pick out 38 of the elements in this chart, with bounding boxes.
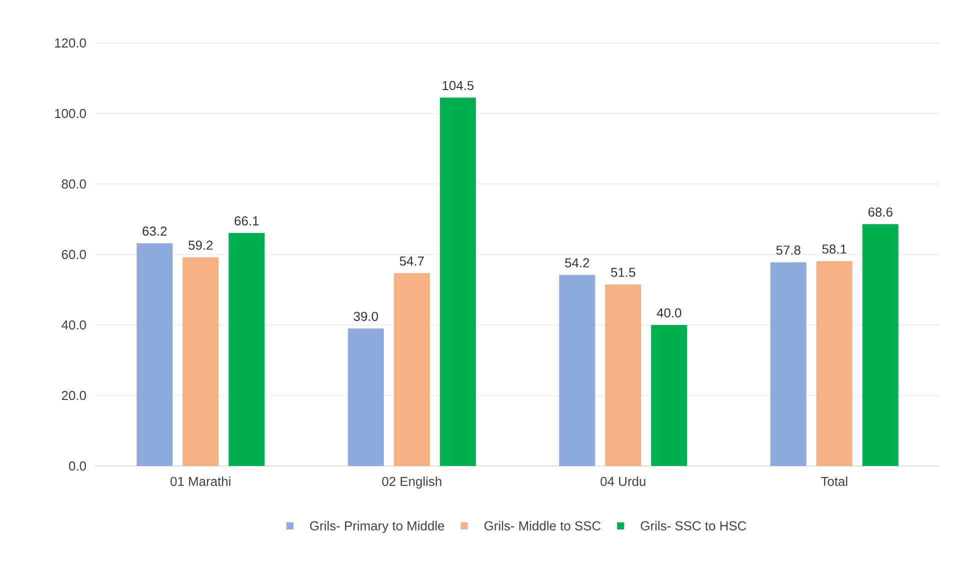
y-tick-label: 40.0 — [62, 320, 86, 330]
x-tick-label: 04 Urdu — [600, 476, 646, 486]
bar — [440, 98, 476, 466]
x-tick-label: 01 Marathi — [170, 476, 230, 486]
data-label: 68.6 — [868, 207, 892, 217]
data-label: 51.5 — [611, 268, 636, 277]
data-label: 54.2 — [565, 258, 590, 268]
bar — [816, 261, 852, 466]
bar — [394, 273, 430, 466]
bar — [228, 232, 265, 466]
bar — [348, 328, 384, 466]
y-tick-label: 100.0 — [55, 108, 86, 118]
legend-label: Grils- Middle to SSC — [484, 520, 601, 530]
bar — [605, 284, 642, 466]
bar — [136, 243, 173, 466]
legend-label: Grils- SSC to HSC — [640, 520, 746, 530]
data-label: 104.5 — [442, 80, 474, 90]
y-tick-label: 80.0 — [62, 179, 86, 189]
data-label: 40.0 — [656, 308, 682, 318]
x-tick-label: Total — [821, 476, 848, 486]
bar — [862, 224, 898, 466]
bar — [770, 262, 806, 466]
bar — [559, 274, 596, 466]
y-tick-label: 120.0 — [55, 38, 86, 48]
data-label: 59.2 — [188, 240, 213, 250]
data-label: 63.2 — [142, 226, 167, 236]
legend-label: Grils- Primary to Middle — [310, 520, 444, 533]
bar — [182, 257, 219, 466]
y-tick-label: 0.0 — [68, 461, 86, 471]
bar — [651, 324, 688, 466]
data-label: 54.7 — [400, 256, 424, 266]
data-label: 66.1 — [234, 216, 259, 226]
data-label: 39.0 — [354, 312, 378, 321]
data-label: 57.8 — [776, 246, 800, 255]
data-label: 58.1 — [822, 244, 846, 254]
y-tick-label: 60.0 — [62, 250, 86, 260]
x-tick-label: 02 English — [382, 476, 442, 489]
y-tick-label: 20.0 — [62, 390, 86, 400]
